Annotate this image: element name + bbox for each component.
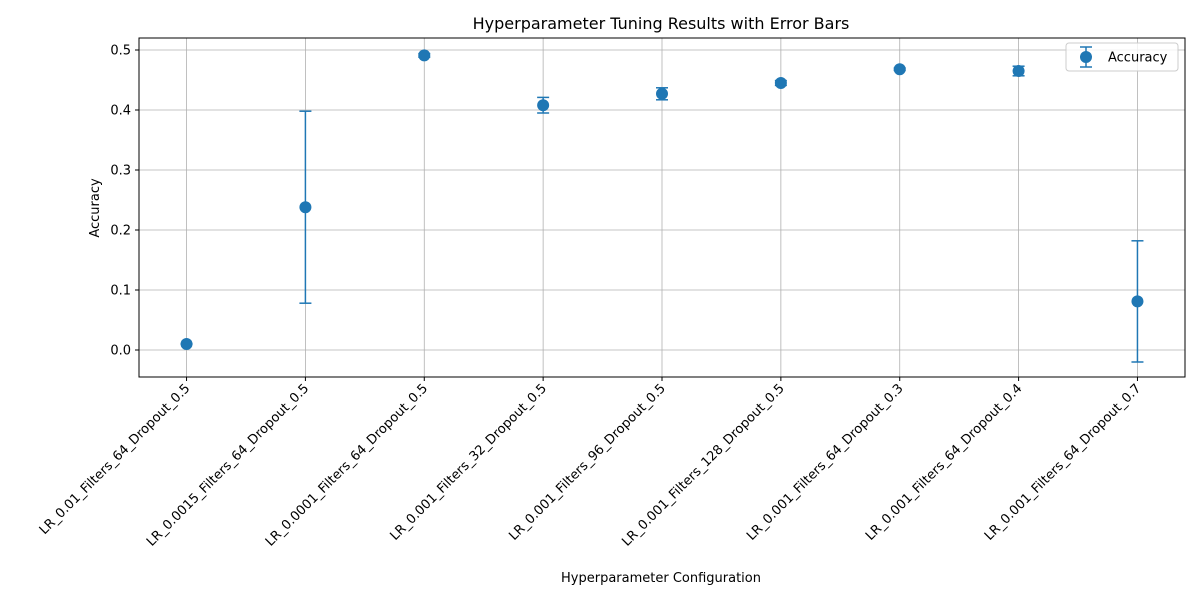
data-point — [537, 99, 550, 112]
y-tick-label: 0.0 — [110, 344, 131, 359]
grid — [139, 38, 1185, 377]
data-point — [180, 338, 193, 350]
legend-label: Accuracy — [1108, 51, 1168, 66]
y-tick-label: 0.3 — [110, 164, 131, 179]
data-point — [774, 77, 787, 89]
legend-box — [1065, 42, 1179, 72]
data-point — [299, 201, 312, 214]
data-point — [656, 87, 668, 100]
chart-title: Hyperparameter Tuning Results with Error… — [473, 14, 850, 33]
legend: Accuracy — [1065, 42, 1179, 72]
y-tick-label: 0.5 — [110, 44, 131, 59]
data-point — [1131, 295, 1144, 308]
y-tick-label: 0.1 — [110, 284, 131, 299]
legend-point-marker — [1080, 51, 1092, 63]
data-point — [1012, 65, 1025, 77]
data-point — [418, 49, 431, 62]
y-tick-label: 0.4 — [110, 104, 131, 119]
y-tick-label: 0.2 — [110, 224, 131, 239]
data-series — [180, 49, 1144, 363]
x-axis-label: Hyperparameter Configuration — [561, 571, 761, 586]
axes — [135, 37, 1186, 381]
data-point — [893, 63, 906, 76]
y-axis-label: Accuracy — [88, 178, 103, 238]
